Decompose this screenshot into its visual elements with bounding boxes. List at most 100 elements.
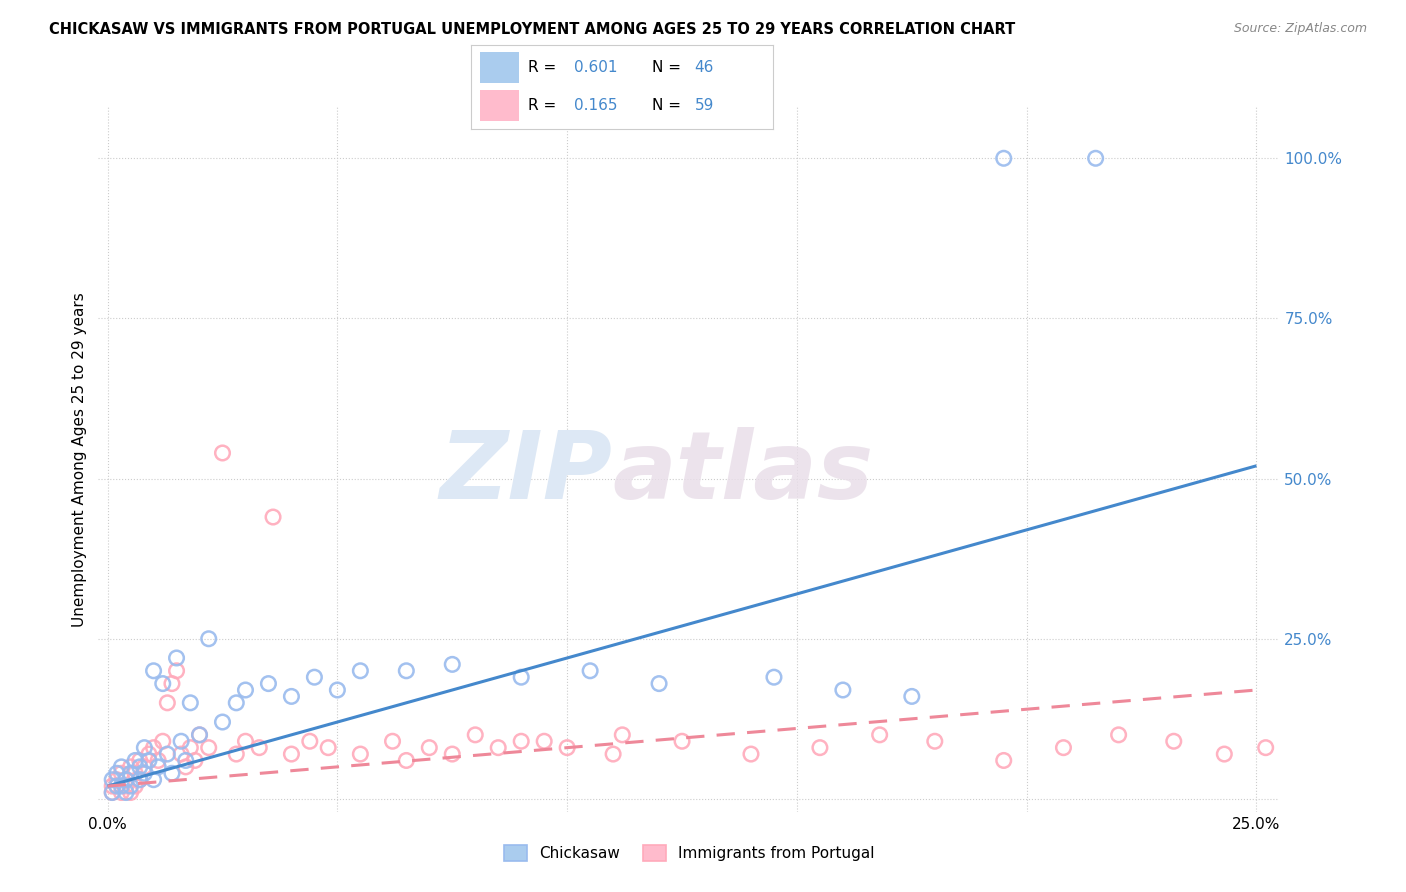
Point bbox=[326, 683, 349, 698]
Point bbox=[225, 747, 247, 761]
Point bbox=[533, 734, 555, 748]
Point bbox=[110, 766, 132, 780]
Point bbox=[105, 779, 128, 793]
Point bbox=[555, 740, 578, 755]
Point bbox=[280, 690, 302, 704]
Point bbox=[579, 664, 602, 678]
Point bbox=[510, 670, 533, 684]
Point bbox=[211, 714, 233, 729]
Point bbox=[510, 734, 533, 748]
Point bbox=[101, 785, 124, 799]
Text: R =: R = bbox=[529, 98, 561, 113]
Point bbox=[110, 785, 132, 799]
Point bbox=[188, 728, 211, 742]
Text: CHICKASAW VS IMMIGRANTS FROM PORTUGAL UNEMPLOYMENT AMONG AGES 25 TO 29 YEARS COR: CHICKASAW VS IMMIGRANTS FROM PORTUGAL UN… bbox=[49, 22, 1015, 37]
Point bbox=[152, 734, 174, 748]
Point bbox=[197, 740, 219, 755]
Point bbox=[134, 766, 156, 780]
Point bbox=[115, 772, 138, 787]
Point bbox=[120, 785, 142, 799]
Point bbox=[160, 766, 183, 780]
Point bbox=[142, 740, 165, 755]
Point bbox=[128, 772, 150, 787]
Point bbox=[174, 760, 197, 774]
Point bbox=[197, 632, 219, 646]
Point bbox=[235, 734, 257, 748]
Point bbox=[115, 772, 138, 787]
Point bbox=[316, 740, 339, 755]
Point bbox=[671, 734, 693, 748]
Point bbox=[395, 664, 418, 678]
Point bbox=[170, 734, 193, 748]
Point bbox=[174, 754, 197, 768]
Bar bbox=[479, 90, 519, 120]
Point bbox=[1052, 740, 1074, 755]
Point bbox=[105, 772, 128, 787]
Point bbox=[152, 676, 174, 690]
Point bbox=[262, 510, 284, 524]
Point bbox=[235, 683, 257, 698]
Point bbox=[142, 664, 165, 678]
Point bbox=[120, 760, 142, 774]
Point bbox=[901, 690, 924, 704]
Point bbox=[304, 670, 326, 684]
Point bbox=[225, 696, 247, 710]
Point bbox=[124, 779, 146, 793]
Point bbox=[166, 651, 188, 665]
Point bbox=[120, 766, 142, 780]
Point bbox=[1213, 747, 1236, 761]
Text: 46: 46 bbox=[695, 60, 714, 75]
Point bbox=[101, 779, 124, 793]
Point bbox=[138, 747, 160, 761]
Point bbox=[146, 760, 169, 774]
Point bbox=[146, 754, 169, 768]
Point bbox=[101, 785, 124, 799]
Text: ZIP: ZIP bbox=[439, 427, 612, 519]
Point bbox=[188, 728, 211, 742]
Legend: Chickasaw, Immigrants from Portugal: Chickasaw, Immigrants from Portugal bbox=[498, 839, 880, 868]
Point bbox=[869, 728, 891, 742]
Point bbox=[762, 670, 785, 684]
Text: 59: 59 bbox=[695, 98, 714, 113]
Point bbox=[441, 747, 464, 761]
Point bbox=[105, 766, 128, 780]
Point bbox=[648, 676, 671, 690]
Point bbox=[418, 740, 440, 755]
Point bbox=[170, 747, 193, 761]
Point bbox=[740, 747, 762, 761]
Y-axis label: Unemployment Among Ages 25 to 29 years: Unemployment Among Ages 25 to 29 years bbox=[72, 292, 87, 627]
Point bbox=[395, 754, 418, 768]
Point bbox=[1084, 151, 1107, 165]
Point bbox=[179, 740, 201, 755]
Point bbox=[1108, 728, 1130, 742]
Point bbox=[124, 754, 146, 768]
Point bbox=[124, 766, 146, 780]
Text: N =: N = bbox=[652, 98, 686, 113]
Point bbox=[138, 754, 160, 768]
Point bbox=[602, 747, 624, 761]
Point bbox=[101, 772, 124, 787]
Point bbox=[349, 747, 371, 761]
Point bbox=[166, 664, 188, 678]
Point bbox=[924, 734, 946, 748]
Point bbox=[1254, 740, 1277, 755]
Point bbox=[134, 740, 156, 755]
Point bbox=[184, 754, 207, 768]
Point bbox=[128, 760, 150, 774]
Point bbox=[612, 728, 634, 742]
Point bbox=[257, 676, 280, 690]
Point bbox=[115, 785, 138, 799]
Text: Source: ZipAtlas.com: Source: ZipAtlas.com bbox=[1233, 22, 1367, 36]
Point bbox=[110, 760, 132, 774]
Bar bbox=[479, 53, 519, 83]
Point bbox=[142, 772, 165, 787]
Point bbox=[808, 740, 831, 755]
Point bbox=[160, 676, 183, 690]
Text: 0.601: 0.601 bbox=[574, 60, 617, 75]
Text: atlas: atlas bbox=[612, 427, 873, 519]
Text: 0.165: 0.165 bbox=[574, 98, 617, 113]
Point bbox=[156, 696, 179, 710]
Point bbox=[381, 734, 404, 748]
Point bbox=[1163, 734, 1185, 748]
Point bbox=[486, 740, 509, 755]
